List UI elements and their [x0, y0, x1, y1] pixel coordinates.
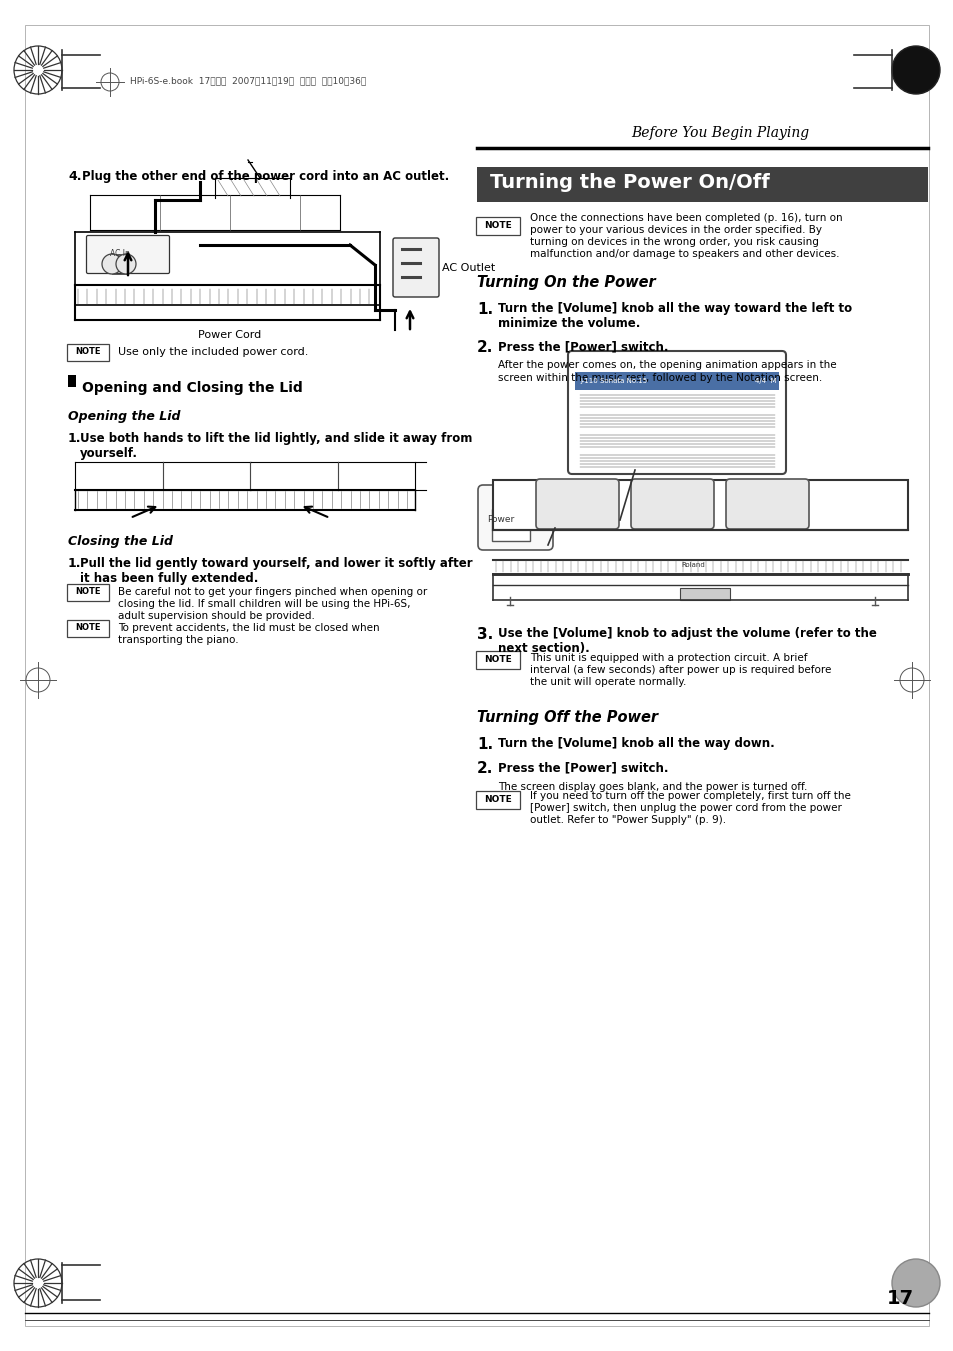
Circle shape — [102, 254, 122, 274]
Text: Turning the Power On/Off: Turning the Power On/Off — [490, 173, 769, 192]
Circle shape — [891, 1259, 939, 1306]
FancyBboxPatch shape — [477, 485, 553, 550]
Text: This unit is equipped with a protection circuit. A brief: This unit is equipped with a protection … — [530, 653, 806, 663]
Text: Opening the Lid: Opening the Lid — [68, 409, 180, 423]
Text: NOTE: NOTE — [75, 588, 101, 597]
Text: The screen display goes blank, and the power is turned off.: The screen display goes blank, and the p… — [497, 782, 806, 792]
Text: After the power comes on, the opening animation appears in the: After the power comes on, the opening an… — [497, 359, 836, 370]
Text: Closing the Lid: Closing the Lid — [68, 535, 172, 549]
Text: the unit will operate normally.: the unit will operate normally. — [530, 677, 685, 688]
Bar — [492, 509, 530, 540]
Text: [Power] switch, then unplug the power cord from the power: [Power] switch, then unplug the power co… — [530, 802, 841, 813]
Text: 3.: 3. — [476, 627, 493, 642]
Text: adult supervision should be provided.: adult supervision should be provided. — [118, 611, 314, 621]
Text: 4/4  M  1: 4/4 M 1 — [754, 378, 785, 384]
Text: Press the [Power] switch.: Press the [Power] switch. — [497, 761, 668, 774]
Text: NOTE: NOTE — [75, 347, 101, 357]
Text: 17: 17 — [886, 1289, 913, 1308]
Text: Use the [Volume] knob to adjust the volume (refer to the: Use the [Volume] knob to adjust the volu… — [497, 627, 876, 640]
Text: 4.: 4. — [68, 170, 81, 182]
Text: To prevent accidents, the lid must be closed when: To prevent accidents, the lid must be cl… — [118, 623, 379, 634]
Text: closing the lid. If small children will be using the HPi-6S,: closing the lid. If small children will … — [118, 598, 410, 609]
Text: yourself.: yourself. — [80, 447, 138, 459]
Text: 1.: 1. — [68, 432, 81, 444]
Text: Once the connections have been completed (p. 16), turn on: Once the connections have been completed… — [530, 213, 841, 223]
FancyBboxPatch shape — [630, 480, 713, 530]
Text: Before You Begin Playing: Before You Begin Playing — [630, 126, 808, 141]
Text: AC In: AC In — [110, 249, 130, 258]
Text: outlet. Refer to "Power Supply" (p. 9).: outlet. Refer to "Power Supply" (p. 9). — [530, 815, 725, 825]
Text: Plug the other end of the power cord into an AC outlet.: Plug the other end of the power cord int… — [82, 170, 449, 182]
Text: Use both hands to lift the lid lightly, and slide it away from: Use both hands to lift the lid lightly, … — [80, 432, 472, 444]
FancyBboxPatch shape — [536, 480, 618, 530]
Text: Be careful not to get your fingers pinched when opening or: Be careful not to get your fingers pinch… — [118, 586, 427, 597]
Bar — [493, 480, 907, 530]
Text: Press the [Power] switch.: Press the [Power] switch. — [497, 340, 668, 353]
Text: 1.: 1. — [68, 557, 81, 570]
FancyBboxPatch shape — [67, 584, 109, 601]
Text: Power: Power — [486, 515, 514, 523]
Text: NOTE: NOTE — [483, 222, 512, 231]
Text: turning on devices in the wrong order, you risk causing: turning on devices in the wrong order, y… — [530, 236, 818, 247]
Text: HPi-6S-e.book  17ページ  2007年11月19日  月曜日  午前10時36分: HPi-6S-e.book 17ページ 2007年11月19日 月曜日 午前10… — [130, 77, 366, 85]
Text: AC Outlet: AC Outlet — [441, 263, 495, 273]
Text: interval (a few seconds) after power up is required before: interval (a few seconds) after power up … — [530, 665, 830, 676]
Text: Turning On the Power: Turning On the Power — [476, 276, 655, 290]
Text: power to your various devices in the order specified. By: power to your various devices in the ord… — [530, 226, 821, 235]
Text: Roland: Roland — [680, 562, 704, 567]
Bar — [68, 376, 76, 386]
Text: 2.: 2. — [476, 761, 493, 775]
Text: Opening and Closing the Lid: Opening and Closing the Lid — [82, 381, 302, 394]
Text: Pull the lid gently toward yourself, and lower it softly after: Pull the lid gently toward yourself, and… — [80, 557, 472, 570]
Text: Turning Off the Power: Turning Off the Power — [476, 711, 658, 725]
Bar — [575, 372, 779, 390]
FancyBboxPatch shape — [725, 480, 808, 530]
Bar — [476, 168, 927, 203]
Text: J-110 Sonata No.15: J-110 Sonata No.15 — [579, 378, 646, 384]
Text: 2.: 2. — [476, 340, 493, 355]
Text: NOTE: NOTE — [75, 624, 101, 632]
Text: 1.: 1. — [476, 738, 493, 753]
Circle shape — [116, 254, 136, 274]
Text: malfunction and/or damage to speakers and other devices.: malfunction and/or damage to speakers an… — [530, 249, 839, 259]
Text: 1.: 1. — [476, 303, 493, 317]
Text: next section).: next section). — [497, 642, 589, 655]
Text: screen within the music rest, followed by the Notation screen.: screen within the music rest, followed b… — [497, 373, 821, 382]
FancyBboxPatch shape — [87, 235, 170, 273]
Text: Turn the [Volume] knob all the way toward the left to: Turn the [Volume] knob all the way towar… — [497, 303, 851, 315]
Text: transporting the piano.: transporting the piano. — [118, 635, 238, 644]
Circle shape — [891, 46, 939, 95]
Text: NOTE: NOTE — [483, 796, 512, 804]
Text: it has been fully extended.: it has been fully extended. — [80, 571, 258, 585]
Text: NOTE: NOTE — [483, 655, 512, 665]
FancyBboxPatch shape — [67, 345, 109, 361]
Text: Turn the [Volume] knob all the way down.: Turn the [Volume] knob all the way down. — [497, 738, 774, 750]
Text: If you need to turn off the power completely, first turn off the: If you need to turn off the power comple… — [530, 790, 850, 801]
Text: Power Cord: Power Cord — [198, 330, 261, 340]
FancyBboxPatch shape — [567, 351, 785, 474]
FancyBboxPatch shape — [393, 238, 438, 297]
FancyBboxPatch shape — [476, 218, 519, 235]
Bar — [679, 588, 729, 600]
FancyBboxPatch shape — [476, 651, 519, 669]
FancyBboxPatch shape — [67, 620, 109, 638]
Text: minimize the volume.: minimize the volume. — [497, 317, 639, 330]
FancyBboxPatch shape — [476, 790, 519, 809]
Text: Use only the included power cord.: Use only the included power cord. — [118, 347, 308, 357]
